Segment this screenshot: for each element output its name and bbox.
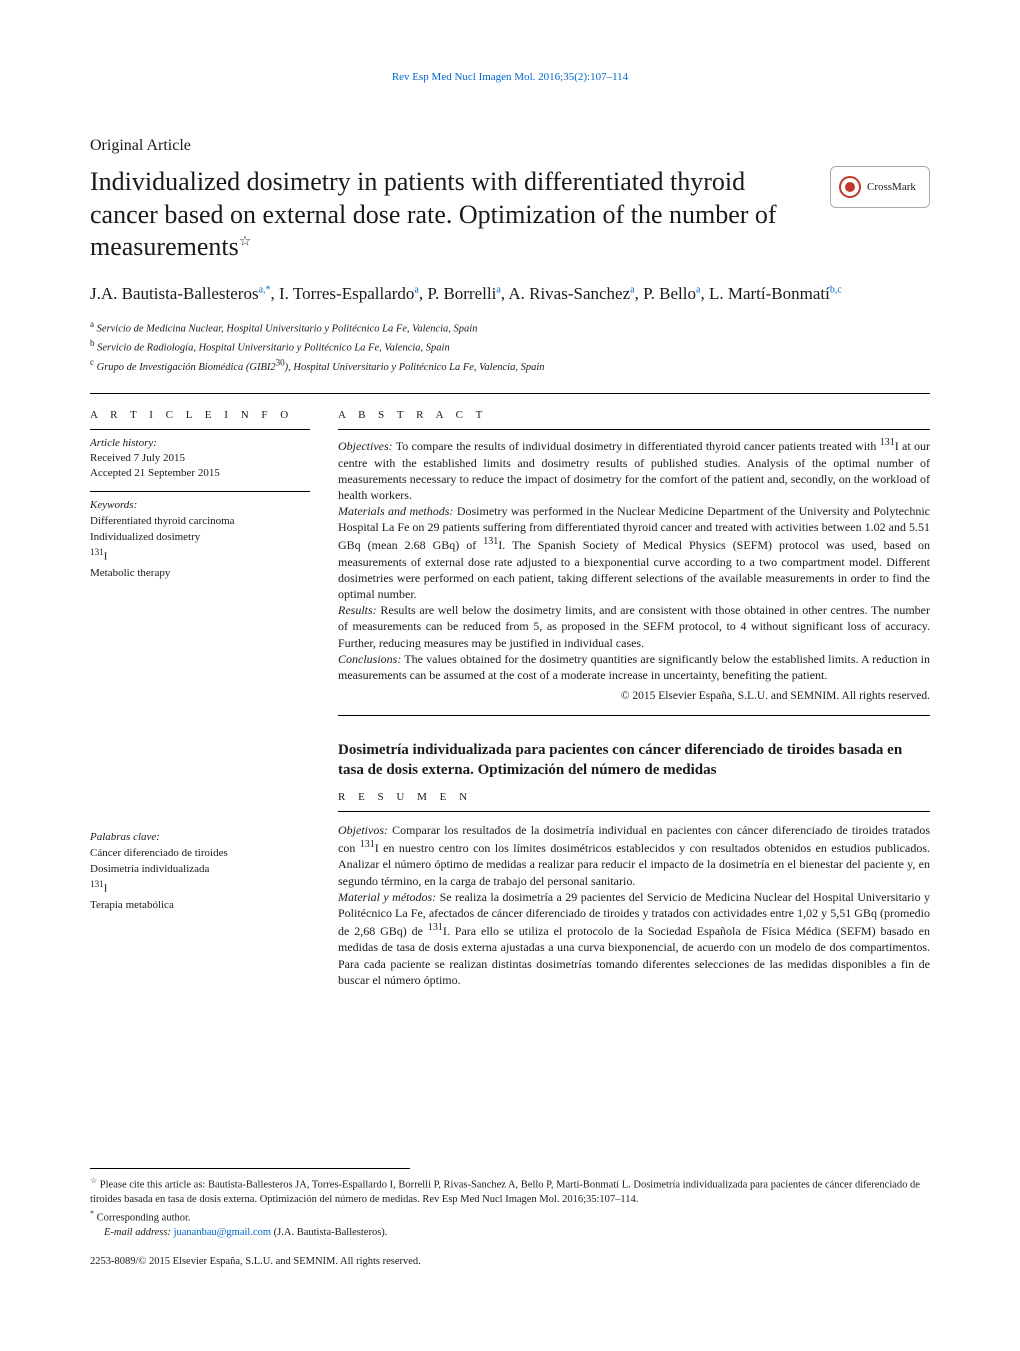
affiliation: a Servicio de Medicina Nuclear, Hospital…	[90, 318, 930, 337]
affiliation: b Servicio de Radiología, Hospital Unive…	[90, 337, 930, 356]
spanish-title: Dosimetría individualizada para paciente…	[338, 740, 930, 781]
article-history-label: Article history:	[90, 436, 310, 451]
resumen-heading: R E S U M E N	[338, 790, 930, 805]
keyword: 131I	[90, 546, 310, 565]
keyword: Individualized dosimetry	[90, 529, 310, 546]
article-type: Original Article	[90, 135, 930, 157]
history-accepted: Accepted 21 September 2015	[90, 466, 310, 481]
palabras-clave-label: Palabras clave:	[90, 830, 310, 845]
crossmark-badge[interactable]: CrossMark	[830, 166, 930, 208]
history-received: Received 7 July 2015	[90, 451, 310, 466]
keyword: 131I	[90, 878, 310, 897]
article-title: Individualized dosimetry in patients wit…	[90, 166, 810, 264]
affiliations: a Servicio de Medicina Nuclear, Hospital…	[90, 318, 930, 376]
keyword: Cáncer diferenciado de tiroides	[90, 845, 310, 862]
footnote-email: E-mail address: juananbau@gmail.com (J.A…	[104, 1226, 930, 1241]
divider	[90, 393, 930, 394]
affiliation: c Grupo de Investigación Biomédica (GIBI…	[90, 356, 930, 375]
resumen-body: Objetivos: Comparar los resultados de la…	[338, 822, 930, 988]
authors: J.A. Bautista-Ballesterosa,*, I. Torres-…	[90, 282, 930, 306]
abstract-body: Objectives: To compare the results of in…	[338, 436, 930, 683]
footnotes: ☆ Please cite this article as: Bautista-…	[90, 1175, 930, 1241]
keyword: Terapia metabólica	[90, 897, 310, 914]
journal-reference: Rev Esp Med Nucl Imagen Mol. 2016;35(2):…	[90, 70, 930, 85]
footnote-corresponding: * Corresponding author.	[90, 1208, 930, 1226]
keywords-list: Differentiated thyroid carcinoma Individ…	[90, 513, 310, 582]
keyword: Dosimetría individualizada	[90, 861, 310, 878]
crossmark-icon	[839, 176, 861, 198]
article-info-heading: A R T I C L E I N F O	[90, 408, 310, 423]
keywords-label: Keywords:	[90, 498, 310, 513]
footnote-rule	[90, 1168, 410, 1175]
keyword: Differentiated thyroid carcinoma	[90, 513, 310, 530]
crossmark-label: CrossMark	[867, 180, 916, 195]
abstract-copyright: © 2015 Elsevier España, S.L.U. and SEMNI…	[338, 689, 930, 705]
palabras-clave-list: Cáncer diferenciado de tiroides Dosimetr…	[90, 845, 310, 914]
abstract-heading: A B S T R A C T	[338, 408, 930, 423]
footnote-citation: ☆ Please cite this article as: Bautista-…	[90, 1175, 930, 1208]
keyword: Metabolic therapy	[90, 565, 310, 582]
journal-reference-link[interactable]: Rev Esp Med Nucl Imagen Mol. 2016;35(2):…	[392, 71, 628, 83]
issn-copyright: 2253-8089/© 2015 Elsevier España, S.L.U.…	[90, 1255, 930, 1269]
email-link[interactable]: juananbau@gmail.com	[174, 1227, 271, 1238]
